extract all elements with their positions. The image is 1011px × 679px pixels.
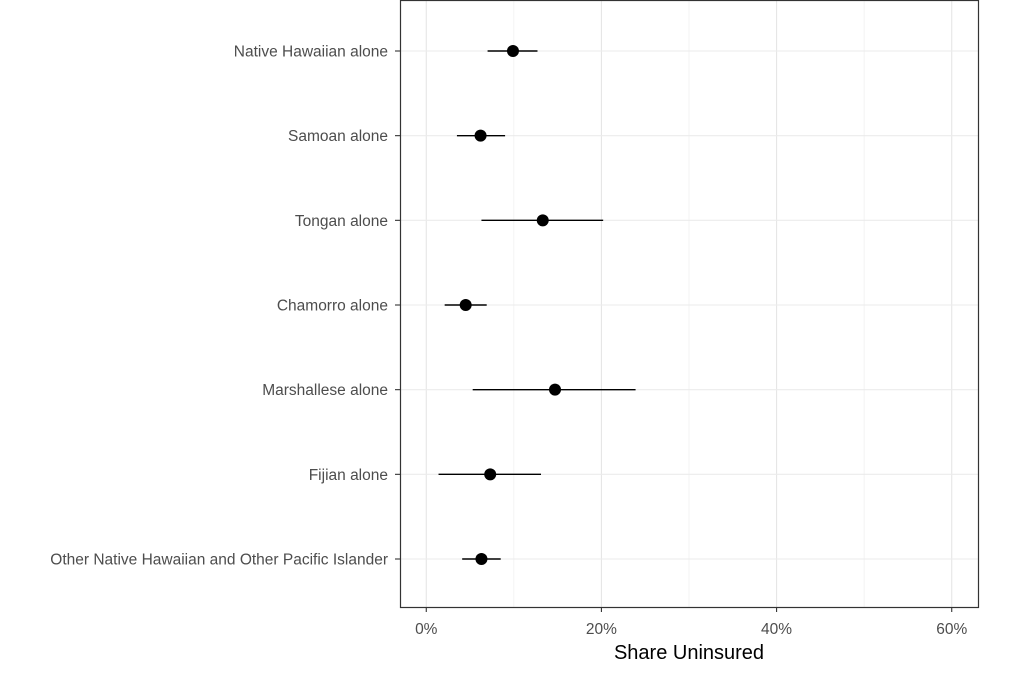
y-tick-label: Tongan alone (295, 213, 388, 230)
estimate-point (506, 45, 519, 57)
y-tick-label: Native Hawaiian alone (234, 44, 388, 61)
y-tick-label: Samoan alone (288, 128, 388, 145)
estimate-point (474, 129, 487, 142)
estimate-point (536, 214, 549, 227)
x-tick-label: 40% (761, 621, 792, 638)
panel-border (399, 0, 980, 609)
x-tick-label: 20% (586, 621, 617, 638)
axis-layer: Native Hawaiian alone Samoan alone Tongan … (50, 44, 967, 639)
x-tick-label: 0% (415, 621, 438, 638)
estimate-point (549, 383, 562, 396)
y-tick-label: Marshallese alone (262, 382, 388, 399)
marks-layer (438, 45, 636, 565)
grid-layer (400, 0, 978, 607)
estimate-point (475, 553, 488, 565)
y-tick-label: Chamorro alone (277, 298, 388, 315)
y-tick-label: Fijian alone (309, 467, 388, 484)
y-tick-label: Other Native Hawaiian and Other Pacific … (50, 552, 388, 569)
x-axis-title: Share Uninsured (614, 642, 764, 664)
estimate-point (459, 299, 472, 311)
estimate-point (484, 468, 497, 481)
x-tick-label: 60% (936, 621, 967, 638)
